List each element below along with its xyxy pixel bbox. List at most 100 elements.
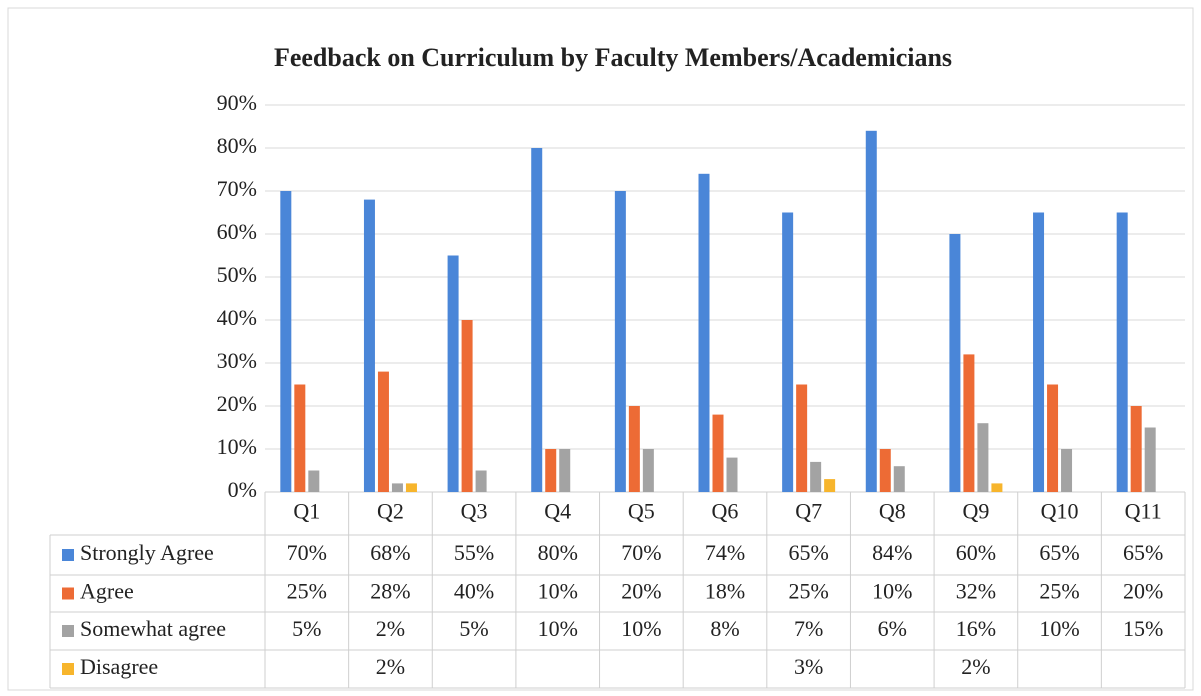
legend-swatch <box>62 549 74 561</box>
x-tick-label: Q6 <box>712 499 739 524</box>
table-cell: 65% <box>1123 540 1163 565</box>
table-cell: 16% <box>956 616 996 641</box>
bar <box>726 457 738 492</box>
y-tick-label: 60% <box>217 219 257 244</box>
table-cell: 6% <box>878 616 907 641</box>
table-cell: 25% <box>287 579 327 604</box>
bar <box>977 423 989 492</box>
table-cell: 40% <box>454 579 494 604</box>
bar <box>963 354 975 492</box>
bar <box>461 320 473 492</box>
legend-label: Strongly Agree <box>80 540 214 565</box>
bar <box>991 483 1003 492</box>
bar <box>614 191 626 492</box>
legend-swatch <box>62 625 74 637</box>
x-tick-label: Q1 <box>293 499 320 524</box>
table-cell: 55% <box>454 540 494 565</box>
table-cell: 84% <box>872 540 912 565</box>
bar <box>1033 212 1045 492</box>
bar <box>308 470 320 492</box>
x-tick-label: Q10 <box>1041 499 1079 524</box>
table-cell: 3% <box>794 654 823 679</box>
bar <box>280 191 292 492</box>
y-tick-label: 20% <box>217 391 257 416</box>
table-cell: 2% <box>376 654 405 679</box>
x-tick-label: Q9 <box>962 499 989 524</box>
bar <box>949 234 961 492</box>
x-tick-label: Q2 <box>377 499 404 524</box>
table-cell: 32% <box>956 579 996 604</box>
table-cell: 18% <box>705 579 745 604</box>
table-cell: 8% <box>710 616 739 641</box>
bar <box>1047 384 1059 492</box>
y-tick-label: 10% <box>217 434 257 459</box>
bar <box>1130 406 1142 492</box>
table-cell: 70% <box>621 540 661 565</box>
table-cell: 80% <box>538 540 578 565</box>
y-tick-label: 30% <box>217 348 257 373</box>
table-cell: 5% <box>292 616 321 641</box>
x-tick-label: Q4 <box>544 499 571 524</box>
bar <box>294 384 306 492</box>
bar <box>545 449 557 492</box>
bar <box>893 466 905 492</box>
bar <box>698 173 710 493</box>
x-tick-label: Q7 <box>795 499 822 524</box>
bar <box>391 483 403 492</box>
bar <box>447 255 459 492</box>
y-tick-label: 90% <box>217 90 257 115</box>
table-cell: 20% <box>621 579 661 604</box>
table-cell: 74% <box>705 540 745 565</box>
bar <box>559 449 571 492</box>
bar <box>531 148 543 492</box>
bar <box>796 384 808 492</box>
x-tick-label: Q8 <box>879 499 906 524</box>
y-tick-label: 80% <box>217 133 257 158</box>
y-tick-label: 0% <box>228 477 257 502</box>
bar <box>475 470 487 492</box>
y-tick-label: 50% <box>217 262 257 287</box>
table-cell: 25% <box>1039 579 1079 604</box>
x-tick-label: Q5 <box>628 499 655 524</box>
table-cell: 10% <box>621 616 661 641</box>
bar <box>1061 449 1073 492</box>
bar <box>865 130 877 493</box>
bar <box>1144 427 1156 492</box>
table-cell: 10% <box>872 579 912 604</box>
table-cell: 25% <box>788 579 828 604</box>
bar <box>1116 212 1128 492</box>
table-cell: 20% <box>1123 579 1163 604</box>
legend-label: Agree <box>80 579 134 604</box>
chart-frame <box>7 7 1194 691</box>
bar <box>810 461 822 492</box>
bar <box>879 449 891 492</box>
table-cell: 10% <box>538 579 578 604</box>
bar <box>824 479 836 492</box>
bar <box>377 371 389 492</box>
table-cell: 7% <box>794 616 823 641</box>
legend-swatch <box>62 663 74 675</box>
table-cell: 28% <box>370 579 410 604</box>
table-cell: 65% <box>788 540 828 565</box>
table-cell: 2% <box>961 654 990 679</box>
table-cell: 10% <box>538 616 578 641</box>
table-cell: 70% <box>287 540 327 565</box>
bar <box>628 406 640 492</box>
bar <box>405 483 417 492</box>
x-tick-label: Q11 <box>1125 499 1162 524</box>
table-cell: 10% <box>1039 616 1079 641</box>
legend-swatch <box>62 587 74 600</box>
bar <box>712 414 724 492</box>
bar <box>782 212 794 492</box>
x-tick-label: Q3 <box>461 499 488 524</box>
bar <box>642 449 654 492</box>
y-tick-label: 70% <box>217 176 257 201</box>
table-cell: 60% <box>956 540 996 565</box>
legend-label: Disagree <box>80 654 158 679</box>
table-cell: 65% <box>1039 540 1079 565</box>
table-cell: 2% <box>376 616 405 641</box>
legend-label: Somewhat agree <box>80 616 226 641</box>
table-cell: 68% <box>370 540 410 565</box>
table-cell: 5% <box>459 616 488 641</box>
